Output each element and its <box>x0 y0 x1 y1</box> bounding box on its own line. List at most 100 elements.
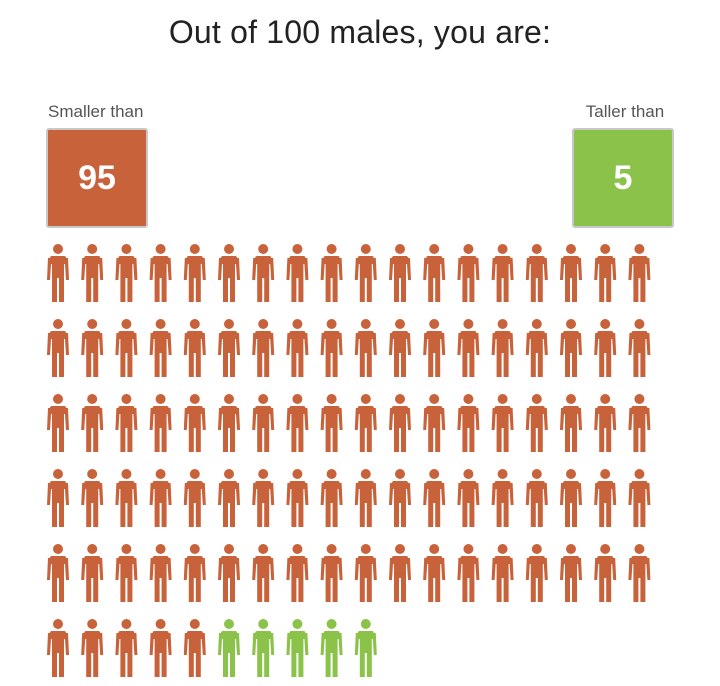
person-icon <box>389 244 411 302</box>
person-icon <box>252 394 275 452</box>
person-icon <box>149 394 172 452</box>
person-icon <box>354 394 377 452</box>
taller-than-label: Taller than <box>585 102 665 121</box>
person-icon <box>354 244 377 302</box>
smaller-than-value: 95 <box>78 158 116 197</box>
person-icon <box>491 319 514 377</box>
person-icon <box>423 319 446 377</box>
person-icon <box>491 244 514 302</box>
person-icon <box>354 619 377 677</box>
person-icon <box>115 469 138 527</box>
person-icon <box>183 544 206 602</box>
person-icon <box>115 619 138 677</box>
person-icon <box>218 619 240 677</box>
person-icon <box>81 394 104 452</box>
person-icon <box>594 244 617 302</box>
person-icon <box>628 319 651 377</box>
person-icon <box>252 544 275 602</box>
person-icon <box>81 319 104 377</box>
person-icon <box>183 619 206 677</box>
person-icon <box>218 544 240 602</box>
page-title: Out of 100 males, you are: <box>168 14 552 50</box>
person-icon <box>115 544 138 602</box>
person-icon <box>594 544 617 602</box>
person-icon <box>491 469 514 527</box>
person-icon <box>354 469 377 527</box>
person-icon <box>47 619 69 677</box>
person-icon <box>423 244 446 302</box>
person-icon <box>457 244 480 302</box>
person-icon <box>525 319 548 377</box>
person-icon <box>115 244 138 302</box>
person-icon <box>81 244 104 302</box>
person-icon <box>149 244 172 302</box>
person-icon <box>149 319 172 377</box>
person-icon <box>218 394 240 452</box>
person-icon <box>560 544 582 602</box>
person-icon <box>389 469 411 527</box>
taller-than-value: 5 <box>613 158 633 197</box>
person-icon <box>457 319 480 377</box>
person-icon <box>286 394 309 452</box>
person-icon <box>320 394 343 452</box>
person-icon <box>560 244 582 302</box>
person-icon <box>47 544 69 602</box>
person-icon <box>218 319 240 377</box>
person-icon <box>320 244 343 302</box>
person-icon <box>183 394 206 452</box>
person-icon <box>594 469 617 527</box>
person-icon <box>389 394 411 452</box>
person-icon <box>628 469 651 527</box>
person-icon <box>286 244 309 302</box>
person-icon <box>81 619 104 677</box>
person-icon <box>457 394 480 452</box>
person-icon <box>594 394 617 452</box>
person-icon <box>115 319 138 377</box>
person-icon <box>320 469 343 527</box>
person-icon <box>525 244 548 302</box>
person-icon <box>560 394 582 452</box>
person-icon <box>286 319 309 377</box>
person-icon <box>252 244 275 302</box>
person-icon <box>560 469 582 527</box>
taller-than-value-box: 5 <box>572 128 674 228</box>
person-icon <box>252 319 275 377</box>
person-icon <box>183 319 206 377</box>
person-icon <box>286 469 309 527</box>
taller-than-stat: Taller than 5 <box>572 102 678 228</box>
person-icon <box>183 469 206 527</box>
person-icon <box>491 394 514 452</box>
person-icon <box>423 544 446 602</box>
person-icon <box>81 544 104 602</box>
person-icon <box>628 244 651 302</box>
person-icon <box>525 544 548 602</box>
person-icon <box>320 619 343 677</box>
person-icon <box>423 469 446 527</box>
person-icon <box>525 394 548 452</box>
person-icon <box>457 469 480 527</box>
person-icon <box>252 619 275 677</box>
smaller-than-stat: Smaller than 95 <box>46 102 152 228</box>
person-icon <box>594 319 617 377</box>
person-icon <box>183 244 206 302</box>
person-icon <box>47 244 69 302</box>
person-icon <box>115 394 138 452</box>
person-icon <box>423 394 446 452</box>
person-icon <box>149 619 172 677</box>
person-icon <box>218 244 240 302</box>
person-icon <box>47 469 69 527</box>
smaller-than-label: Smaller than <box>48 102 144 121</box>
person-icon <box>354 544 377 602</box>
person-icon <box>47 394 69 452</box>
person-icon <box>81 469 104 527</box>
person-icon <box>149 469 172 527</box>
person-icon <box>320 319 343 377</box>
person-icon <box>218 469 240 527</box>
person-icon <box>560 319 582 377</box>
person-icon <box>320 544 343 602</box>
smaller-than-value-box: 95 <box>46 128 148 228</box>
person-icon <box>457 544 480 602</box>
person-icon <box>252 469 275 527</box>
person-icon <box>286 544 309 602</box>
